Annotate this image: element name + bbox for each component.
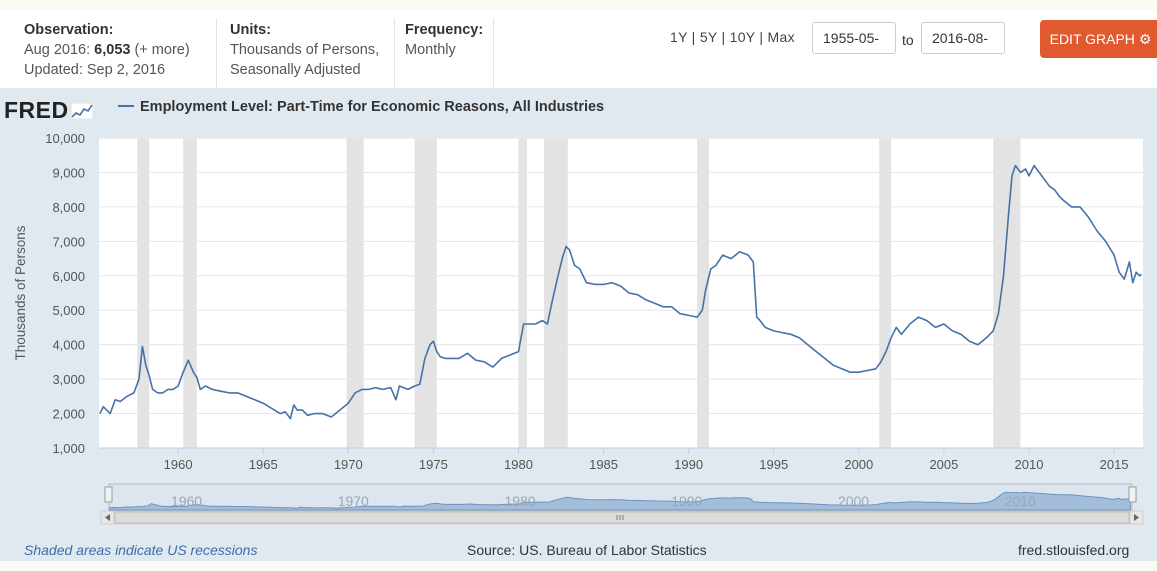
x-tick-label: 1965 (249, 457, 278, 472)
date-to-input[interactable]: 2016-08- (921, 22, 1005, 54)
x-tick-label: 2015 (1100, 457, 1129, 472)
legend-line-icon (118, 104, 134, 107)
range-max[interactable]: Max (767, 29, 795, 45)
y-tick-label: 2,000 (52, 407, 85, 422)
info-bar: Observation: Aug 2016: 6,053 (+ more) Up… (0, 10, 1157, 88)
scrollbar-thumb[interactable] (114, 511, 1130, 524)
recession-band (993, 138, 1021, 448)
navigator-tick-label: 1980 (504, 493, 535, 509)
navigator-tick-label: 2010 (1005, 493, 1036, 509)
edit-graph-button[interactable]: EDIT GRAPH ⚙ (1040, 20, 1157, 58)
recession-band (697, 138, 710, 448)
info-divider (394, 18, 395, 88)
navigator-tick-label: 1970 (338, 493, 369, 509)
observation-number: 6,053 (94, 42, 131, 58)
y-tick-label: 1,000 (52, 441, 85, 456)
y-tick-label: 7,000 (52, 234, 85, 249)
recession-band (183, 138, 197, 448)
x-tick-label: 1985 (589, 457, 618, 472)
y-tick-label: 6,000 (52, 269, 85, 284)
bottom-strip (0, 561, 1157, 571)
navigator-left-handle[interactable] (104, 486, 113, 503)
fred-logo-graph-icon (70, 102, 93, 120)
series-line (99, 164, 1142, 420)
y-axis-title: Thousands of Persons (13, 225, 28, 360)
arrow-left-icon (105, 514, 110, 521)
fred-logo[interactable]: FRED (4, 97, 93, 124)
gear-icon: ⚙ (1138, 31, 1152, 47)
plot-background (99, 138, 1143, 448)
to-label: to (902, 32, 914, 48)
units-block: Units: Thousands of Persons, Seasonally … (230, 20, 379, 80)
observation-date: Aug 2016: (24, 42, 95, 58)
y-tick-label: 3,000 (52, 372, 85, 387)
recession-band (879, 138, 892, 448)
recession-band (346, 138, 364, 448)
y-tick-label: 4,000 (52, 338, 85, 353)
frequency-block: Frequency: Monthly (405, 20, 483, 60)
range-1y[interactable]: 1Y (670, 29, 688, 45)
observation-more-link[interactable]: (+ more) (130, 42, 190, 58)
x-tick-label: 1960 (164, 457, 193, 472)
range-10y[interactable]: 10Y (729, 29, 756, 45)
range-5y[interactable]: 5Y (699, 29, 718, 45)
x-tick-label: 1970 (334, 457, 363, 472)
fred-logo-text: FRED (4, 97, 69, 123)
x-tick-label: 1995 (759, 457, 788, 472)
observation-block: Observation: Aug 2016: 6,053 (+ more) Up… (24, 20, 190, 80)
units-header: Units: (230, 22, 272, 38)
recession-band (414, 138, 437, 448)
observation-updated: Updated: Sep 2, 2016 (24, 62, 166, 78)
navigator-tick-label: 1990 (671, 493, 702, 509)
line-chart: 1,000 2,000 3,000 4,000 5,000 6,000 7,000 8,000… (13, 131, 1144, 525)
x-tick-label: 1975 (419, 457, 448, 472)
info-divider (493, 18, 494, 88)
source-text: Source: US. Bureau of Labor Statistics (467, 542, 707, 558)
navigator-series (109, 491, 1131, 511)
recession-band (543, 138, 568, 448)
x-tick-label: 1990 (674, 457, 703, 472)
date-from-input[interactable]: 1955-05- (812, 22, 896, 54)
recession-note: Shaded areas indicate US recessions (24, 542, 258, 558)
recession-band (137, 138, 150, 448)
units-line1: Thousands of Persons, (230, 42, 380, 58)
frequency-value: Monthly (405, 42, 456, 58)
y-tick-label: 9,000 (52, 165, 85, 180)
navigator-tick-label: 2000 (838, 493, 869, 509)
observation-value: Aug 2016: 6,053 (+ more) (24, 40, 190, 60)
navigator-right-handle[interactable] (1128, 486, 1137, 503)
range-selector: 1Y | 5Y | 10Y | Max (670, 29, 795, 45)
site-link[interactable]: fred.stlouisfed.org (1018, 542, 1130, 558)
x-tick-label: 2000 (844, 457, 873, 472)
edit-graph-label: EDIT GRAPH (1049, 31, 1135, 47)
y-tick-label: 10,000 (45, 131, 85, 146)
legend-title: Employment Level: Part-Time for Economic… (140, 99, 605, 115)
recession-band (518, 138, 527, 448)
arrow-right-icon (1134, 514, 1139, 521)
navigator-tick-label: 1960 (171, 493, 202, 509)
observation-header: Observation: (24, 22, 114, 38)
x-tick-label: 2010 (1015, 457, 1044, 472)
units-line2: Seasonally Adjusted (230, 62, 361, 78)
y-tick-label: 5,000 (52, 303, 85, 318)
frequency-header: Frequency: (405, 22, 484, 38)
info-divider (216, 18, 217, 88)
chart-legend: Employment Level: Part-Time for Economic… (118, 99, 604, 115)
x-tick-label: 2005 (929, 457, 958, 472)
top-strip (0, 0, 1157, 10)
y-tick-label: 8,000 (52, 200, 85, 215)
x-tick-label: 1980 (504, 457, 533, 472)
